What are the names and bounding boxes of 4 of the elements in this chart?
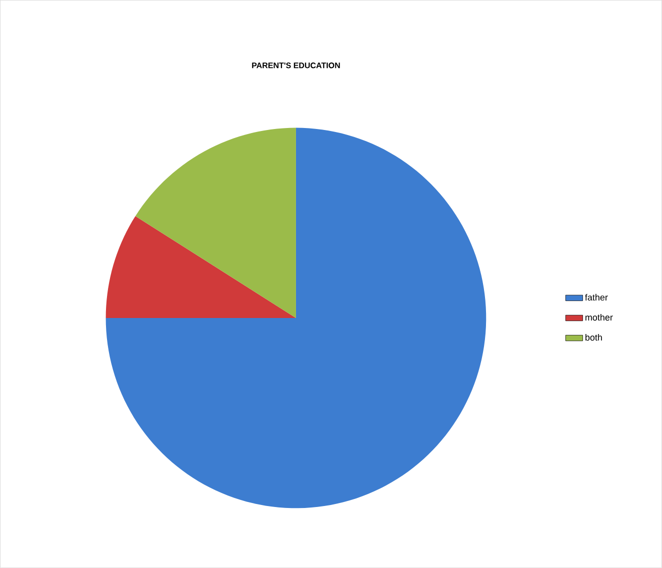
- legend-label: mother: [586, 314, 613, 321]
- chart-title: PARENT'S EDUCATION: [252, 62, 340, 68]
- legend-label: both: [585, 334, 602, 341]
- legend-label: father: [585, 294, 608, 301]
